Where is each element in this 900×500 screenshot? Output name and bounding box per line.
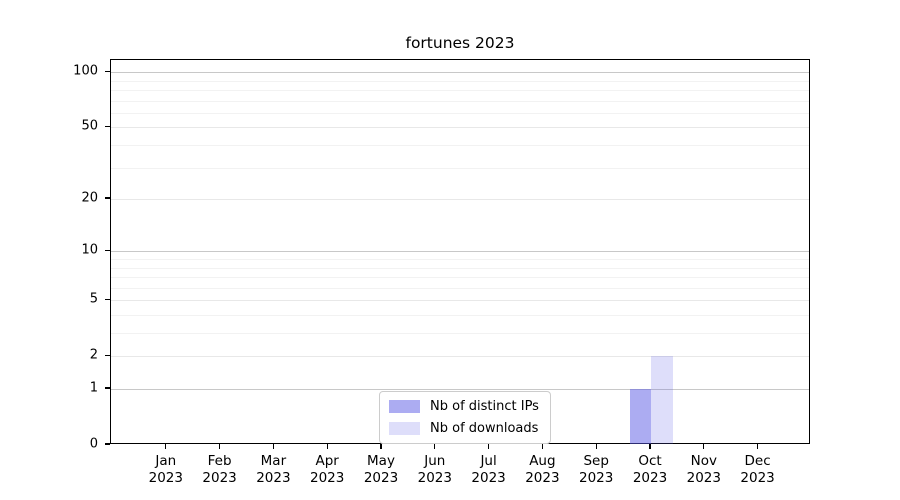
x-tick-mark-aug bbox=[541, 444, 544, 449]
x-tick-label-jul: Jul 2023 bbox=[471, 453, 505, 487]
grid-line-y9 bbox=[111, 259, 809, 260]
legend-item-distinct-ips: Nb of distinct IPs bbox=[389, 399, 539, 414]
x-tick-label-aug: Aug 2023 bbox=[525, 453, 559, 487]
y-tick-mark-20 bbox=[105, 197, 110, 199]
x-tick-year: 2023 bbox=[525, 470, 560, 486]
x-tick-mark-jan bbox=[165, 444, 167, 449]
y-tick-label-0: 0 bbox=[89, 436, 98, 452]
x-tick-mark-dec bbox=[756, 444, 759, 449]
x-tick-mark-apr bbox=[326, 444, 328, 449]
grid-line-y40 bbox=[111, 145, 809, 146]
y-tick-label-50: 50 bbox=[81, 118, 98, 134]
x-tick-month: Sep bbox=[583, 453, 609, 469]
x-tick-month: Nov bbox=[690, 453, 717, 469]
grid-line-y2 bbox=[111, 356, 809, 358]
y-tick-mark-1 bbox=[105, 387, 110, 389]
x-tick-mark-jun bbox=[434, 444, 436, 449]
legend-label-downloads: Nb of downloads bbox=[430, 421, 539, 436]
grid-line-y5 bbox=[111, 300, 809, 302]
x-tick-month: May bbox=[367, 453, 395, 469]
legend-item-downloads: Nb of downloads bbox=[389, 421, 539, 436]
y-tick-label-100: 100 bbox=[73, 63, 98, 79]
grid-line-y10 bbox=[111, 251, 809, 253]
x-tick-label-feb: Feb 2023 bbox=[202, 453, 236, 487]
plot-area: Nb of distinct IPs Nb of downloads bbox=[110, 59, 810, 444]
x-tick-year: 2023 bbox=[632, 470, 668, 486]
grid-line-y3 bbox=[111, 333, 809, 334]
bars-layer bbox=[111, 60, 809, 444]
grid-layer bbox=[111, 60, 809, 443]
grid-line-y7 bbox=[111, 277, 809, 278]
y-tick-label-10: 10 bbox=[81, 242, 98, 258]
x-tick-year: 2023 bbox=[417, 470, 452, 486]
x-tick-mark-sep bbox=[595, 444, 597, 449]
legend-label-distinct-ips: Nb of distinct IPs bbox=[430, 399, 539, 414]
y-tick-mark-50 bbox=[105, 125, 110, 128]
x-tick-label-mar: Mar 2023 bbox=[256, 453, 290, 487]
y-tick-mark-5 bbox=[105, 298, 110, 300]
x-tick-mark-nov bbox=[703, 444, 705, 449]
x-tick-month: Dec bbox=[744, 453, 771, 469]
x-tick-month: Oct bbox=[638, 453, 662, 469]
x-tick-month: Jul bbox=[480, 453, 497, 469]
y-tick-label-1: 1 bbox=[89, 380, 98, 396]
grid-line-y80 bbox=[111, 90, 809, 91]
grid-line-y20 bbox=[111, 199, 809, 201]
y-tick-mark-100 bbox=[105, 70, 110, 72]
y-tick-label-20: 20 bbox=[81, 190, 98, 206]
x-axis: Jan 2023 Feb 2023 Mar 2023 Apr 2023 May 2023 Jun 20… bbox=[110, 444, 810, 500]
grid-line-y8 bbox=[111, 267, 809, 269]
x-tick-year: 2023 bbox=[363, 470, 399, 486]
x-tick-year: 2023 bbox=[471, 470, 506, 486]
x-tick-mark-may bbox=[380, 444, 382, 449]
x-tick-label-jan: Jan 2023 bbox=[149, 453, 183, 487]
x-tick-month: Aug bbox=[529, 453, 556, 469]
x-tick-month: Jun bbox=[424, 453, 446, 469]
grid-line-y70 bbox=[111, 100, 809, 102]
bar-downloads-oct bbox=[651, 356, 673, 444]
x-tick-label-sep: Sep 2023 bbox=[579, 453, 613, 487]
y-tick-mark-10 bbox=[105, 249, 110, 251]
x-tick-year: 2023 bbox=[148, 470, 183, 486]
x-tick-mark-jul bbox=[487, 444, 490, 449]
x-tick-label-may: May 2023 bbox=[364, 453, 398, 487]
grid-line-y90 bbox=[111, 80, 809, 82]
grid-line-y100 bbox=[111, 72, 809, 74]
x-tick-label-nov: Nov 2023 bbox=[687, 453, 721, 487]
x-tick-label-oct: Oct 2023 bbox=[633, 453, 667, 487]
bar-distinct-ips-oct bbox=[629, 389, 651, 444]
x-tick-mark-mar bbox=[272, 444, 275, 449]
x-tick-mark-oct bbox=[649, 444, 651, 449]
x-tick-month: Apr bbox=[315, 453, 339, 469]
grid-line-y6 bbox=[111, 287, 809, 289]
legend: Nb of distinct IPs Nb of downloads bbox=[379, 391, 551, 444]
x-tick-year: 2023 bbox=[740, 470, 775, 486]
grid-line-y4 bbox=[111, 315, 809, 316]
x-tick-month: Mar bbox=[260, 453, 287, 469]
x-tick-label-jun: Jun 2023 bbox=[418, 453, 452, 487]
grid-line-y30 bbox=[111, 167, 809, 169]
x-tick-label-dec: Dec 2023 bbox=[740, 453, 774, 487]
x-tick-year: 2023 bbox=[579, 470, 614, 486]
x-tick-year: 2023 bbox=[202, 470, 237, 486]
grid-line-y50 bbox=[111, 127, 809, 129]
grid-line-y1 bbox=[111, 389, 809, 390]
legend-swatch-distinct-ips bbox=[389, 400, 420, 413]
y-axis: 0 1 2 5 10 20 50 100 bbox=[0, 59, 110, 452]
x-tick-label-apr: Apr 2023 bbox=[310, 453, 344, 487]
legend-swatch-downloads bbox=[389, 422, 420, 435]
x-tick-year: 2023 bbox=[256, 470, 291, 486]
y-tick-label-5: 5 bbox=[89, 291, 98, 307]
y-tick-label-2: 2 bbox=[89, 347, 98, 363]
x-tick-month: Feb bbox=[207, 453, 232, 469]
x-tick-year: 2023 bbox=[310, 470, 345, 486]
grid-line-y60 bbox=[111, 112, 809, 114]
y-tick-mark-0 bbox=[105, 443, 110, 445]
chart-title: fortunes 2023 bbox=[405, 34, 515, 52]
x-tick-year: 2023 bbox=[686, 470, 721, 486]
x-tick-mark-feb bbox=[218, 444, 221, 449]
y-tick-mark-2 bbox=[105, 354, 110, 356]
x-tick-month: Jan bbox=[155, 453, 177, 469]
